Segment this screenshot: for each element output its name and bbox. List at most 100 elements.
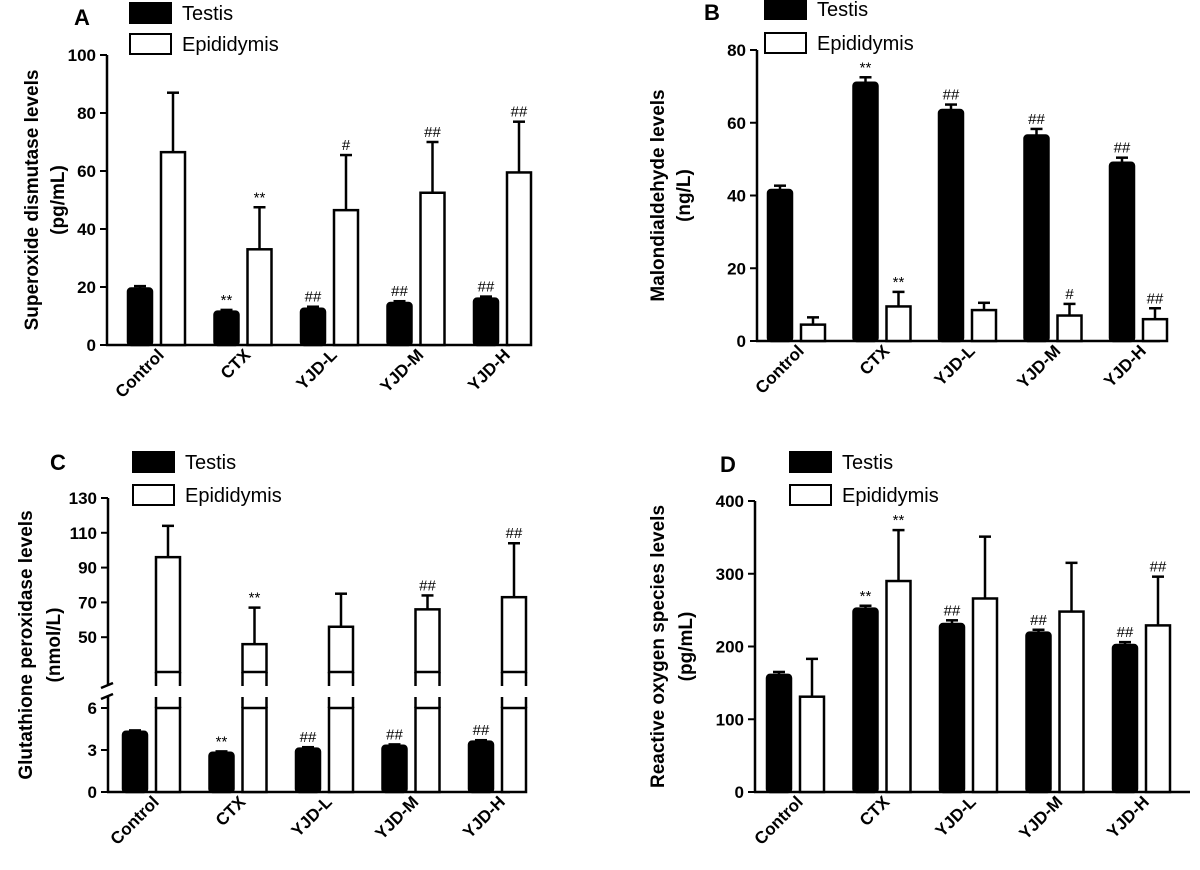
panel-a-bar-epididymis-significance-label: ** xyxy=(254,189,266,206)
panel-d-bar-epididymis-significance-label: ## xyxy=(1150,559,1167,576)
panel-a-x-tick-label: CTX xyxy=(217,345,255,383)
panel-a-bar-testis-significance-label: ## xyxy=(478,279,495,296)
panel-d-bar-epididymis xyxy=(971,597,999,794)
panel-a-y-tick-label: 0 xyxy=(87,336,96,355)
panel-c-bar-epididymis xyxy=(500,595,528,674)
panel-b-y-tick-label: 80 xyxy=(727,41,746,60)
panel-c-bar-epididymis xyxy=(414,608,441,674)
panel-d-bar-epididymis xyxy=(1144,624,1172,794)
panel-c-bar-testis-significance-label: ** xyxy=(216,733,228,750)
panel-c-bar-epididymis xyxy=(241,642,268,674)
panel-c-bar-epididymis-significance-label: ## xyxy=(419,577,436,594)
panel-b: B 0 20 40 60 80 Malondialdehyde levels (ng/L) Te… xyxy=(648,0,1169,398)
panel-b-bar-epididymis-significance-label: ## xyxy=(1147,290,1164,307)
panel-b-bar-epididymis xyxy=(1141,317,1169,343)
panel-d-bar-testis-significance-label: ## xyxy=(1117,624,1134,641)
panel-c-x-tick-label: YJD-H xyxy=(459,792,509,842)
panel-d-y-tick-label: 200 xyxy=(716,638,744,657)
panel-a-bar-epididymis xyxy=(159,150,187,347)
panel-d-legend-label-testis: Testis xyxy=(842,452,893,474)
panel-b-legend-swatch-testis xyxy=(764,0,807,20)
panel-a-bar-testis xyxy=(386,301,413,347)
panel-b-legend-label-testis: Testis xyxy=(817,0,868,21)
panel-a-bar-testis xyxy=(472,297,500,347)
panel-c: C 0 3 6 50 70 90 110 130 Glutathione peroxidase l… xyxy=(16,450,528,849)
panel-a-legend-swatch-epididymis xyxy=(129,33,172,55)
panel-d-y-axis-label: (pg/mL) xyxy=(676,612,697,682)
panel-b-bar-epididymis xyxy=(1056,314,1083,343)
panel-b-x-tick-label: YJD-L xyxy=(931,341,979,389)
panel-b-y-tick-label: 40 xyxy=(727,187,746,206)
panel-c-bar-epididymis-lower-segment xyxy=(414,706,441,794)
panel-b-bar-testis-significance-label: ## xyxy=(943,87,960,104)
panel-d-x-tick-label: YJD-L xyxy=(932,792,980,840)
panel-c-axis-break-mark xyxy=(100,681,114,690)
panel-c-bar-epididymis-significance-label: ## xyxy=(506,525,523,542)
panel-a-legend-label-epididymis: Epididymis xyxy=(182,34,279,56)
panel-b-y-tick-label: 60 xyxy=(727,114,746,133)
panel-c-letter: C xyxy=(50,450,66,475)
panel-d-bar-epididymis-significance-label: ** xyxy=(893,512,905,529)
panel-b-bar-epididymis-significance-label: # xyxy=(1065,286,1074,303)
panel-c-bar-testis xyxy=(467,740,495,794)
panel-d-bar-testis xyxy=(765,673,793,794)
panel-a-y-tick-label: 60 xyxy=(77,162,96,181)
panel-b-legend-label-epididymis: Epididymis xyxy=(817,33,914,55)
panel-a-bar-epididymis xyxy=(246,248,273,347)
panel-c-y-axis-label: Glutathione peroxidase levels xyxy=(16,510,37,779)
panel-b-bar-epididymis xyxy=(799,323,827,343)
panel-b-y-axis-label: (ng/L) xyxy=(674,169,695,222)
panel-b-letter: B xyxy=(704,0,720,25)
panel-c-bar-testis xyxy=(381,744,408,794)
panel-a-legend-label-testis: Testis xyxy=(182,3,233,25)
panel-b-bar-testis-significance-label: ## xyxy=(1028,111,1045,128)
panel-c-y-tick-label: 110 xyxy=(70,524,97,543)
panel-c-y-tick-label: 3 xyxy=(88,741,97,760)
panel-d-bar-testis xyxy=(1111,643,1139,794)
panel-c-y-tick-label: 70 xyxy=(78,593,97,612)
panel-c-y-tick-label: 90 xyxy=(78,559,97,578)
panel-b-x-tick-label: Control xyxy=(752,341,808,397)
panel-a-y-tick-label: 20 xyxy=(77,278,96,297)
panel-b-y-axis-label: Malondialdehyde levels xyxy=(648,89,669,301)
panel-b-x-tick-label: YJD-H xyxy=(1100,341,1150,391)
panel-c-bar-epididymis xyxy=(327,625,355,674)
panel-c-bar-epididymis-significance-label: ** xyxy=(249,590,261,607)
panel-b-x-tick-label: YJD-M xyxy=(1013,341,1064,392)
panel-d-bar-testis xyxy=(1025,631,1052,794)
panel-a-y-axis-label: Superoxide dismutase levels xyxy=(22,70,43,331)
panel-d-x-tick-label: YJD-M xyxy=(1015,792,1066,843)
panel-a-y-tick-label: 100 xyxy=(68,46,96,65)
panel-c-bar-epididymis-lower-segment xyxy=(327,706,355,794)
panel-c-legend-swatch-testis xyxy=(132,451,175,473)
panel-a-bar-epididymis-significance-label: # xyxy=(342,137,351,154)
panel-d-y-tick-label: 0 xyxy=(735,783,744,802)
panel-b-bar-epididymis xyxy=(970,308,998,343)
panel-a-bar-epididymis-significance-label: ## xyxy=(424,124,441,141)
panel-a-bar-testis-significance-label: ## xyxy=(391,283,408,300)
panel-d-legend-label-epididymis: Epididymis xyxy=(842,485,939,507)
panel-a-x-tick-label: Control xyxy=(112,345,168,401)
panel-a-y-tick-label: 40 xyxy=(77,220,96,239)
panel-d-y-axis-label: Reactive oxygen species levels xyxy=(648,505,669,788)
panel-d-x-tick-label: Control xyxy=(751,792,807,848)
panel-c-legend-label-epididymis: Epididymis xyxy=(185,485,282,507)
panel-a-bar-testis xyxy=(299,307,327,347)
panel-a-bar-testis xyxy=(126,287,154,347)
panel-d-legend-swatch-epididymis xyxy=(789,484,832,506)
panel-c-bar-testis-significance-label: ## xyxy=(473,722,490,739)
panel-b-bar-testis xyxy=(766,188,794,343)
panel-d-legend-swatch-testis xyxy=(789,451,832,473)
panel-d-bar-testis-significance-label: ** xyxy=(860,588,872,605)
panel-c-y-tick-label: 0 xyxy=(88,783,97,802)
panel-a: A 0 20 40 60 80 100 Superoxide dismutase levels… xyxy=(22,2,533,402)
panel-d-bar-testis-significance-label: ## xyxy=(1030,612,1047,629)
panel-b-bar-testis xyxy=(937,108,965,343)
panel-d-bar-epididymis xyxy=(798,695,826,794)
panel-d-bar-testis-significance-label: ## xyxy=(944,602,961,619)
panel-c-legend-swatch-epididymis xyxy=(132,484,175,506)
panel-b-bar-testis xyxy=(1023,134,1050,343)
panel-a-bar-epididymis xyxy=(419,191,446,347)
panel-c-axis-break-mark xyxy=(100,692,114,701)
